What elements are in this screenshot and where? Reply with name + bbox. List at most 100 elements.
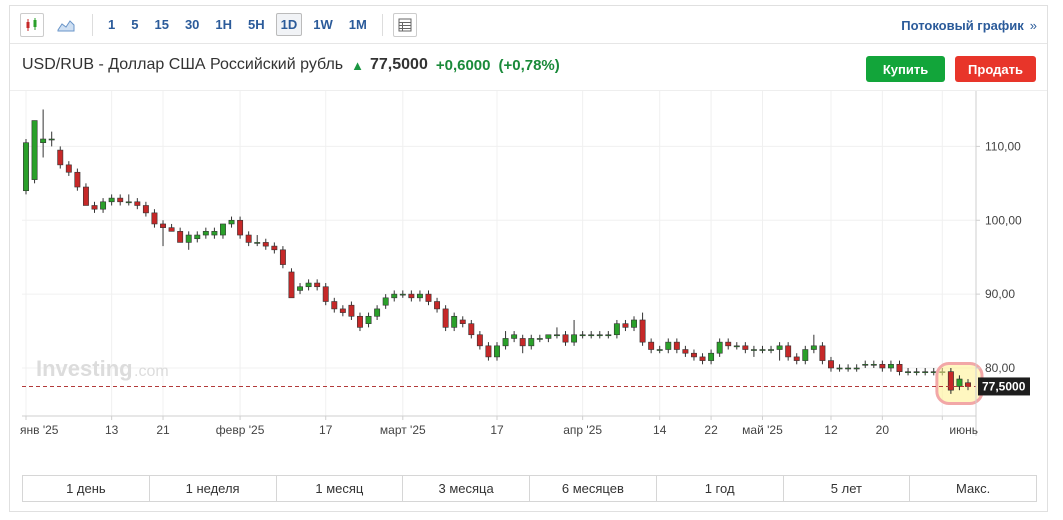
candle[interactable]	[108, 194, 115, 206]
candle[interactable]	[759, 345, 766, 354]
candle[interactable]	[776, 342, 783, 361]
candle[interactable]	[511, 331, 518, 343]
candle[interactable]	[357, 312, 363, 332]
candle[interactable]	[494, 342, 500, 361]
candle[interactable]	[708, 349, 715, 365]
candle[interactable]	[682, 345, 689, 357]
candle[interactable]	[425, 290, 432, 306]
period-button[interactable]: 3 месяца	[403, 476, 530, 501]
candle[interactable]	[922, 367, 929, 376]
candle[interactable]	[305, 279, 312, 291]
period-button[interactable]: 1 день	[23, 476, 150, 501]
candle[interactable]	[416, 290, 423, 302]
candle[interactable]	[596, 331, 603, 339]
candle[interactable]	[451, 312, 458, 332]
candle[interactable]	[365, 312, 372, 328]
sell-button[interactable]: Продать	[955, 56, 1036, 82]
candle[interactable]	[382, 294, 389, 309]
candle[interactable]	[271, 242, 278, 254]
interval-1d-button[interactable]: 1D	[275, 13, 303, 36]
candle[interactable]	[691, 349, 697, 361]
candle[interactable]	[699, 353, 706, 365]
candle[interactable]	[125, 194, 132, 206]
candle[interactable]	[331, 297, 338, 313]
candle[interactable]	[211, 227, 218, 239]
candle[interactable]	[605, 331, 612, 339]
candle[interactable]	[262, 238, 269, 250]
candle[interactable]	[408, 290, 415, 302]
candle[interactable]	[519, 334, 526, 354]
interval-30-button[interactable]: 30	[184, 17, 200, 32]
candlestick-icon[interactable]	[20, 12, 44, 37]
candle[interactable]	[82, 183, 89, 206]
candle[interactable]	[528, 334, 535, 350]
candle[interactable]	[845, 364, 852, 372]
candle[interactable]	[631, 316, 637, 332]
candle[interactable]	[202, 227, 209, 239]
interval-5h-button[interactable]: 5H	[248, 17, 265, 32]
candle[interactable]	[100, 198, 107, 213]
interval-1w-button[interactable]: 1W	[313, 17, 333, 32]
candle[interactable]	[768, 345, 774, 354]
interval-1m-button[interactable]: 1M	[348, 17, 367, 32]
candle[interactable]	[151, 209, 158, 228]
candle[interactable]	[434, 297, 441, 313]
candle[interactable]	[142, 201, 149, 217]
candle[interactable]	[442, 305, 449, 332]
candle[interactable]	[665, 338, 672, 354]
candle[interactable]	[297, 283, 303, 295]
candle[interactable]	[793, 353, 800, 365]
candle[interactable]	[862, 360, 869, 368]
candle[interactable]	[562, 331, 569, 346]
candle[interactable]	[750, 345, 757, 357]
candle[interactable]	[828, 356, 834, 372]
table-icon[interactable]	[392, 12, 417, 37]
candle[interactable]	[322, 283, 329, 306]
candle[interactable]	[716, 338, 723, 357]
period-button[interactable]: Макс.	[956, 481, 991, 496]
candle[interactable]	[160, 220, 166, 247]
candle[interactable]	[57, 146, 64, 169]
interval-15-button[interactable]: 15	[154, 17, 169, 32]
candle[interactable]	[374, 305, 381, 320]
candle[interactable]	[314, 279, 321, 291]
area-chart-icon[interactable]	[54, 12, 78, 37]
candle[interactable]	[476, 331, 483, 350]
candle[interactable]	[399, 290, 406, 298]
candle[interactable]	[468, 319, 475, 339]
candle[interactable]	[177, 227, 184, 243]
candle[interactable]	[673, 338, 680, 354]
candle[interactable]	[956, 375, 963, 391]
candle[interactable]	[237, 216, 244, 239]
candle[interactable]	[245, 231, 252, 247]
candle[interactable]	[819, 342, 826, 365]
interval-1h-button[interactable]: 1H	[215, 17, 233, 32]
candle[interactable]	[74, 168, 81, 191]
buy-button[interactable]: Купить	[866, 56, 945, 82]
candle[interactable]	[887, 360, 894, 372]
candle[interactable]	[656, 345, 663, 354]
period-button[interactable]: 1 неделя	[150, 476, 277, 501]
candle[interactable]	[65, 161, 72, 176]
candle[interactable]	[742, 342, 749, 354]
period-button[interactable]: 1 месяц	[277, 476, 404, 501]
candle[interactable]	[391, 290, 398, 302]
candle[interactable]	[553, 327, 560, 339]
candle[interactable]	[545, 334, 552, 343]
interval-5-button[interactable]: 5	[131, 17, 139, 32]
candle[interactable]	[220, 223, 226, 239]
candle[interactable]	[288, 268, 295, 299]
candle[interactable]	[502, 331, 509, 350]
candle[interactable]	[905, 367, 912, 376]
candle[interactable]	[579, 331, 586, 339]
candle[interactable]	[648, 338, 655, 354]
candle[interactable]	[810, 334, 817, 354]
period-button[interactable]: 1 год	[657, 476, 784, 501]
candle[interactable]	[228, 216, 235, 228]
candle[interactable]	[485, 342, 492, 361]
candle[interactable]	[870, 360, 877, 368]
candle[interactable]	[339, 305, 346, 317]
candle[interactable]	[571, 319, 578, 346]
candle[interactable]	[836, 364, 843, 372]
candle[interactable]	[947, 367, 954, 394]
